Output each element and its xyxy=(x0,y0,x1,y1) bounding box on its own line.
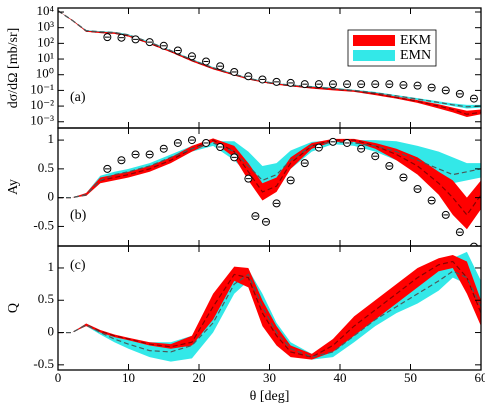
center-line xyxy=(58,260,481,358)
panel-label: (b) xyxy=(70,208,87,223)
y-tick-label: -0.5 xyxy=(33,356,54,371)
center-line xyxy=(58,139,481,216)
y-axis-label: dσ/dΩ [mb/sr] xyxy=(6,28,21,109)
x-axis-label: θ [deg] xyxy=(250,389,290,404)
y-tick-label: 1 xyxy=(48,259,55,274)
x-tick-label: 0 xyxy=(55,370,62,385)
y-tick-label: 10⁻¹ xyxy=(30,81,54,96)
y-tick-label: 10³ xyxy=(37,19,54,34)
plot-area xyxy=(58,251,481,362)
frame xyxy=(57,7,482,129)
frame xyxy=(57,245,482,371)
plot-area xyxy=(58,10,481,118)
panel-label: (a) xyxy=(70,90,86,105)
x-tick-label: 20 xyxy=(193,370,206,385)
y-axis-label: Q xyxy=(6,303,21,313)
y-tick-label: 0.5 xyxy=(38,291,54,306)
legend-swatch xyxy=(353,35,395,46)
band xyxy=(58,10,481,118)
y-tick-label: 10⁻³ xyxy=(30,113,54,128)
plot-area xyxy=(58,136,481,246)
y-tick-label: 10⁻² xyxy=(30,97,54,112)
band xyxy=(58,140,481,198)
y-tick-label: 0.5 xyxy=(38,160,54,175)
y-tick-label: 10⁰ xyxy=(36,66,54,81)
legend-label: EMN xyxy=(400,48,431,63)
x-tick-label: 10 xyxy=(122,370,135,385)
y-tick-label: 10⁴ xyxy=(36,3,54,18)
legend-swatch xyxy=(353,50,395,61)
panel-label: (c) xyxy=(70,258,86,273)
y-tick-label: 10¹ xyxy=(37,50,54,65)
center-line xyxy=(58,141,481,199)
y-tick-label: 0 xyxy=(48,189,55,204)
x-tick-label: 50 xyxy=(404,370,417,385)
band xyxy=(58,138,481,230)
x-tick-label: 40 xyxy=(334,370,347,385)
x-tick-label: 30 xyxy=(263,370,276,385)
x-tick-label: 60 xyxy=(475,370,485,385)
y-axis-label: Ay xyxy=(6,179,21,195)
data-point xyxy=(469,242,478,246)
legend-label: EKM xyxy=(400,33,432,48)
y-tick-label: 10² xyxy=(37,34,54,49)
y-tick-label: -0.5 xyxy=(33,217,54,232)
y-tick-label: 0 xyxy=(48,324,55,339)
center-line xyxy=(58,270,481,358)
band xyxy=(58,255,481,360)
y-tick-label: 1 xyxy=(48,131,55,146)
